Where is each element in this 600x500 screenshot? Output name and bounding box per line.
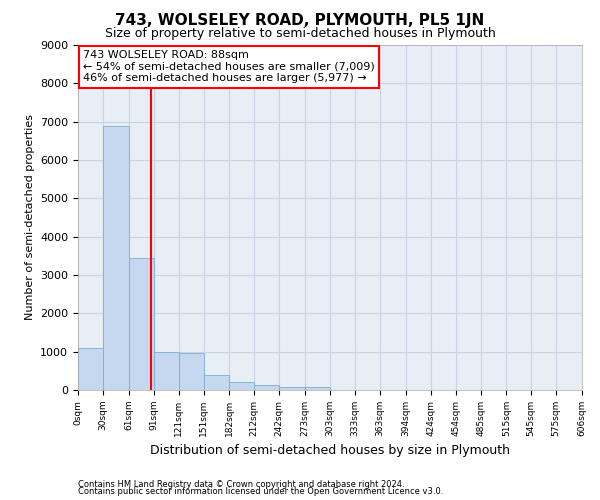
- Bar: [305, 387, 330, 390]
- Bar: [279, 387, 305, 390]
- Text: 743 WOLSELEY ROAD: 88sqm
← 54% of semi-detached houses are smaller (7,009)
46% o: 743 WOLSELEY ROAD: 88sqm ← 54% of semi-d…: [83, 50, 375, 84]
- Bar: [203, 376, 229, 390]
- X-axis label: Distribution of semi-detached houses by size in Plymouth: Distribution of semi-detached houses by …: [150, 444, 510, 458]
- Bar: [154, 352, 179, 390]
- Bar: [129, 258, 154, 390]
- Bar: [254, 385, 279, 390]
- Text: 743, WOLSELEY ROAD, PLYMOUTH, PL5 1JN: 743, WOLSELEY ROAD, PLYMOUTH, PL5 1JN: [115, 12, 485, 28]
- Text: Contains public sector information licensed under the Open Government Licence v3: Contains public sector information licen…: [78, 487, 443, 496]
- Bar: [103, 126, 129, 390]
- Y-axis label: Number of semi-detached properties: Number of semi-detached properties: [25, 114, 35, 320]
- Bar: [229, 382, 254, 390]
- Bar: [78, 348, 103, 390]
- Text: Size of property relative to semi-detached houses in Plymouth: Size of property relative to semi-detach…: [104, 28, 496, 40]
- Bar: [179, 353, 203, 390]
- Text: Contains HM Land Registry data © Crown copyright and database right 2024.: Contains HM Land Registry data © Crown c…: [78, 480, 404, 489]
